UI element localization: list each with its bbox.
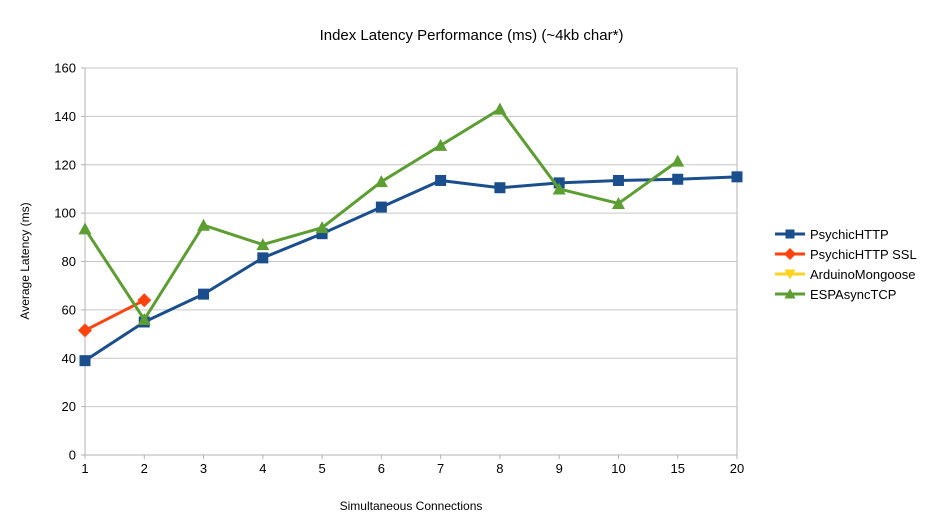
- series-espasynctcp: [78, 102, 685, 326]
- x-tick-label: 3: [200, 461, 207, 476]
- legend-square-marker: [785, 229, 795, 239]
- series-psychichttp-square-marker: [198, 288, 210, 300]
- x-axis-title: Simultaneous Connections: [339, 499, 483, 513]
- legend-diamond-icon: [775, 248, 805, 260]
- x-tick-label: 20: [730, 461, 744, 476]
- series-espasynctcp-triangle-up-marker: [671, 154, 685, 167]
- x-tick-label: 6: [378, 461, 385, 476]
- legend-square-icon: [775, 229, 805, 239]
- x-tick-label: 2: [141, 461, 148, 476]
- legend-triangle-up-icon: [775, 288, 805, 299]
- series-psychichttp-square-marker: [731, 171, 743, 183]
- series-psychichttp-square-marker: [375, 201, 387, 213]
- series-psychichttp-square-marker: [79, 355, 91, 367]
- series-psychichttp-square-marker: [316, 228, 328, 240]
- legend-item-psychichttp-ssl: PsychicHTTP SSL: [775, 244, 917, 264]
- series-espasynctcp-triangle-up-marker: [256, 238, 270, 251]
- y-tick-label: 40: [62, 351, 76, 366]
- legend-diamond-marker: [784, 248, 796, 260]
- series-psychichttp-square-marker: [435, 174, 447, 186]
- series-espasynctcp-line: [83, 107, 679, 322]
- series-psychichttp-square-marker: [672, 173, 684, 185]
- series-psychichttp-square-marker: [612, 174, 624, 186]
- y-tick-label: 60: [62, 302, 76, 317]
- series-espasynctcp-triangle-up-marker: [78, 222, 92, 235]
- x-tick-label: 7: [437, 461, 444, 476]
- y-tick-label: 100: [54, 206, 76, 221]
- series-psychichttp: [79, 171, 743, 367]
- series-espasynctcp-triangle-up-marker: [493, 102, 507, 115]
- legend-item-espasynctcp: ESPAsyncTCP: [775, 284, 917, 304]
- series-psychichttp-square-marker: [494, 182, 506, 194]
- series-espasynctcp-triangle-up-marker: [611, 196, 625, 209]
- x-tick-label: 8: [496, 461, 503, 476]
- y-tick-label: 0: [69, 448, 76, 463]
- x-tick-label: 15: [670, 461, 684, 476]
- legend-item-psychichttp: PsychicHTTP: [775, 224, 917, 244]
- x-tick-label: 1: [81, 461, 88, 476]
- chart-title: Index Latency Performance (ms) (~4kb cha…: [319, 27, 624, 44]
- x-tick-label: 9: [556, 461, 563, 476]
- y-tick-label: 140: [54, 109, 76, 124]
- legend-triangle-down-marker: [784, 269, 796, 280]
- x-tick-label: 10: [611, 461, 625, 476]
- legend-label: ArduinoMongoose: [810, 266, 916, 282]
- series-psychichttp-ssl-diamond-marker: [137, 293, 152, 308]
- series-espasynctcp-triangle-up-marker: [137, 313, 151, 326]
- legend-triangle-down-icon: [775, 269, 805, 280]
- legend-item-arduinomongoose: ArduinoMongoose: [775, 264, 917, 284]
- y-tick-label: 160: [54, 61, 76, 76]
- series-espasynctcp-triangle-up-marker: [374, 175, 388, 188]
- series-espasynctcp-triangle-up-marker: [552, 182, 566, 195]
- legend-label: PsychicHTTP SSL: [810, 246, 917, 262]
- series-espasynctcp-triangle-up-marker: [434, 138, 448, 151]
- x-tick-label: 5: [318, 461, 325, 476]
- series-espasynctcp-triangle-up-marker: [197, 218, 211, 231]
- series-psychichttp-line: [84, 175, 738, 362]
- legend: PsychicHTTP PsychicHTTP SSL ArduinoMongoos…: [775, 224, 917, 304]
- series-psychichttp-ssl-diamond-marker: [78, 323, 92, 338]
- series-espasynctcp-triangle-up-marker: [315, 221, 329, 234]
- y-tick-label: 80: [62, 254, 76, 269]
- legend-triangle-up-marker: [784, 288, 796, 299]
- legend-label: PsychicHTTP: [810, 226, 889, 242]
- y-tick-label: 20: [62, 399, 76, 414]
- x-tick-label: 4: [259, 461, 266, 476]
- legend-label: ESPAsyncTCP: [810, 286, 897, 302]
- y-tick-label: 120: [54, 157, 76, 172]
- series-psychichttp-square-marker: [257, 252, 269, 264]
